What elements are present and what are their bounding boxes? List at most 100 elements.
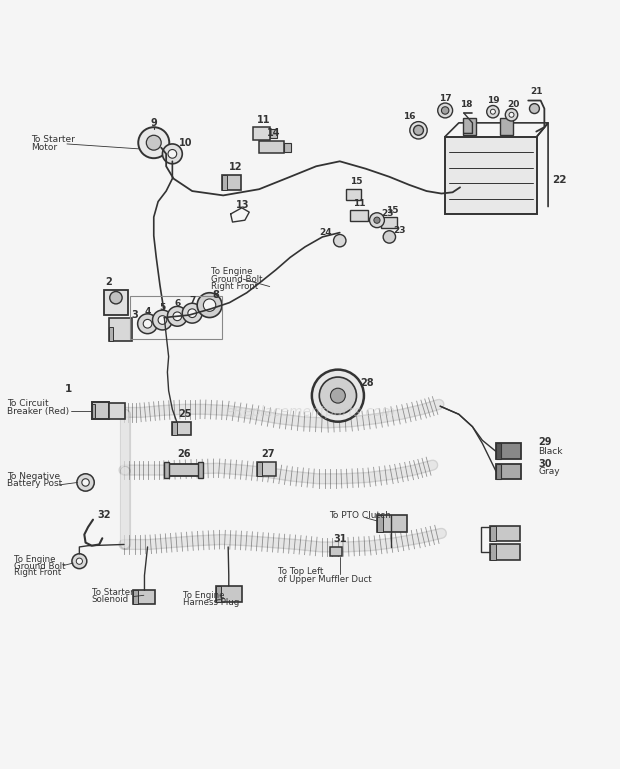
Circle shape [167,306,187,326]
Bar [270,129,277,138]
Bar [257,462,262,476]
Bar [490,526,496,541]
Bar [104,290,128,315]
Text: 23: 23 [381,209,394,218]
Text: 27: 27 [261,449,275,459]
Text: 3: 3 [132,310,138,320]
Circle shape [203,299,216,311]
Circle shape [77,474,94,491]
Circle shape [490,109,495,114]
Text: To Engine: To Engine [14,555,55,564]
Text: 28: 28 [360,378,374,388]
Bar [259,141,284,152]
Circle shape [153,310,172,330]
Bar [350,210,368,221]
Text: 7: 7 [189,296,195,305]
Text: 23: 23 [394,226,406,235]
Bar [133,591,155,604]
Text: Solenoid: Solenoid [92,595,129,604]
Bar [445,137,537,214]
Text: 14: 14 [267,128,281,138]
Circle shape [312,370,364,421]
Text: To Circuit: To Circuit [7,398,49,408]
Text: 5: 5 [159,303,166,312]
Bar [108,328,113,341]
Text: Battery Post: Battery Post [7,479,63,488]
Circle shape [188,309,197,318]
Text: To Top Left: To Top Left [278,568,323,576]
Text: Breaker (Red): Breaker (Red) [7,407,69,416]
Text: Motor: Motor [31,143,57,152]
Text: 8: 8 [212,290,219,300]
Circle shape [509,112,514,118]
Text: 11: 11 [353,199,366,208]
Bar [346,189,361,201]
Text: Gray: Gray [538,467,560,476]
Bar [496,464,501,479]
Text: 18: 18 [460,100,472,108]
Bar [216,586,221,601]
Text: 11: 11 [257,115,270,125]
Text: 15: 15 [386,206,398,215]
Text: 9: 9 [151,118,157,128]
Text: 1: 1 [64,384,72,394]
Text: 32: 32 [97,510,111,520]
Bar [284,143,291,152]
Bar [198,462,203,478]
Text: 29: 29 [538,437,552,447]
Bar [172,421,177,435]
Text: 19: 19 [487,96,499,105]
Bar [377,514,407,532]
Text: Black: Black [538,447,563,456]
Text: 16: 16 [403,112,415,122]
Text: To Engine: To Engine [211,267,252,276]
Circle shape [505,108,518,121]
Circle shape [383,231,396,243]
Text: To Engine: To Engine [183,591,224,600]
Text: eReplacementparts.com: eReplacementparts.com [225,405,395,419]
Bar [496,444,521,459]
Circle shape [370,213,384,228]
Text: 15: 15 [350,177,363,185]
Text: 2: 2 [105,277,112,287]
Circle shape [138,127,169,158]
Bar [490,526,520,541]
Text: Ground Bolt: Ground Bolt [211,275,262,284]
Text: 24: 24 [319,228,332,237]
Text: 25: 25 [178,409,192,419]
Bar [133,591,138,604]
Text: 10: 10 [179,138,193,148]
Circle shape [529,104,539,114]
Text: To Starter: To Starter [31,135,75,144]
Circle shape [197,293,222,318]
Circle shape [330,388,345,403]
Bar [257,462,276,476]
Bar [490,544,496,560]
Circle shape [138,314,157,334]
Text: Right Front: Right Front [14,568,61,578]
Bar [253,127,270,140]
Text: 30: 30 [538,459,552,469]
Text: 6: 6 [174,299,180,308]
Bar [377,514,383,532]
Bar [166,464,200,476]
Circle shape [162,144,182,164]
Circle shape [158,316,167,325]
Circle shape [414,125,423,135]
Bar [164,462,169,478]
Text: Harness Plug: Harness Plug [183,598,239,608]
Circle shape [410,122,427,139]
Text: To Starter: To Starter [92,588,133,597]
Text: 26: 26 [177,449,190,459]
Bar [496,444,501,459]
Text: To PTO Clutch: To PTO Clutch [329,511,391,521]
Text: 4: 4 [144,307,151,316]
Text: 12: 12 [229,162,242,172]
Text: Ground Bolt: Ground Bolt [14,561,65,571]
Circle shape [110,291,122,304]
Text: Right Front: Right Front [211,282,258,291]
Bar [463,118,476,135]
Bar [130,297,222,338]
Text: 31: 31 [333,534,347,544]
Circle shape [76,558,82,564]
